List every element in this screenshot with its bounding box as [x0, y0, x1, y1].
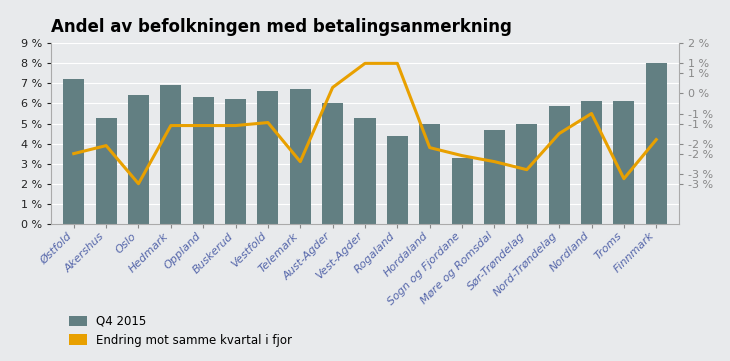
Bar	[484, 130, 505, 224]
Bar	[613, 101, 634, 224]
Bar	[516, 123, 537, 224]
Bar	[161, 86, 181, 224]
Bar	[646, 64, 666, 224]
Bar	[387, 136, 408, 224]
Bar	[322, 104, 343, 224]
Bar	[96, 118, 117, 224]
Bar	[355, 118, 375, 224]
Bar	[225, 100, 246, 224]
Bar	[581, 101, 602, 224]
Bar	[419, 123, 440, 224]
Bar	[290, 90, 311, 224]
Bar	[258, 91, 278, 224]
Bar	[64, 79, 84, 224]
Bar	[128, 95, 149, 224]
Legend: Q4 2015, Endring mot samme kvartal i fjor: Q4 2015, Endring mot samme kvartal i fjo…	[64, 310, 297, 352]
Text: Andel av befolkningen med betalingsanmerkning: Andel av befolkningen med betalingsanmer…	[51, 18, 512, 36]
Bar	[193, 97, 214, 224]
Bar	[452, 158, 472, 224]
Bar	[549, 106, 569, 224]
